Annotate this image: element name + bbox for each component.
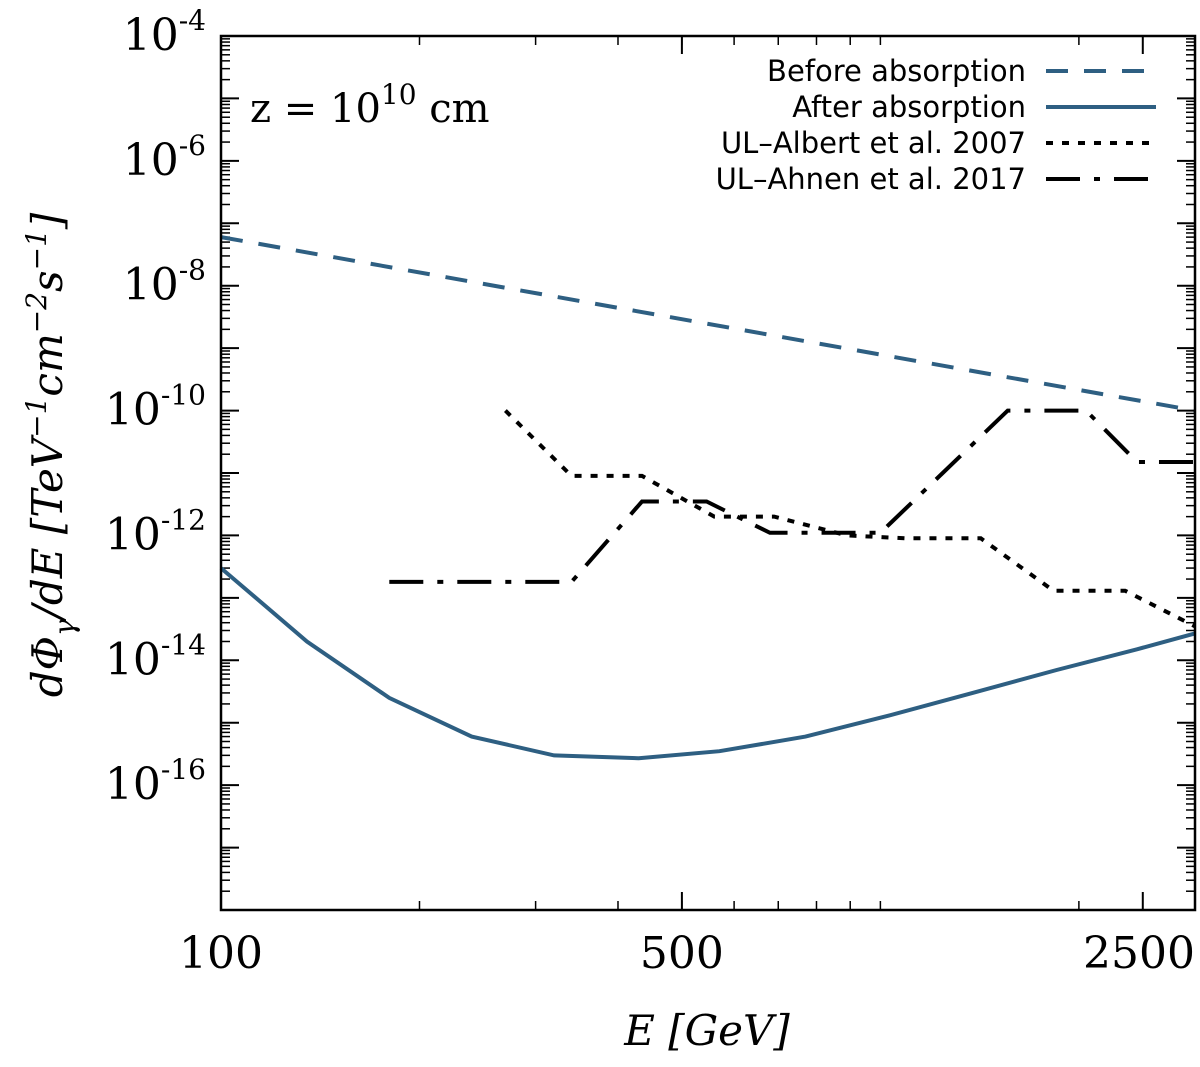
x-axis-title: E [GeV] [623, 1006, 790, 1055]
annotation-redshift: z = 1010 cm [250, 78, 490, 132]
x-tick-labels: 100 500 2500 [179, 928, 1195, 979]
series-line-1 [220, 235, 1196, 413]
legend-label: UL–Ahnen et al. 2017 [716, 162, 1026, 196]
x-tick-label: 2500 [1083, 928, 1195, 979]
y-tick-label: 10-10 [105, 379, 206, 436]
y-tick-label: 10-14 [105, 628, 206, 685]
x-tick-label: 100 [179, 928, 263, 979]
y-tick-label: 10-8 [123, 254, 206, 311]
legend-label: Before absorption [767, 54, 1026, 88]
y-tick-label: 10-4 [123, 4, 206, 61]
plot-frame [219, 34, 1197, 912]
y-tick-label: 10-12 [105, 503, 206, 560]
y-tick-label: 10-16 [105, 753, 206, 810]
y-tick-labels: 10-4 10-6 10-8 10-10 10-12 10-14 10-16 [105, 4, 206, 810]
x-tick-label: 500 [640, 928, 724, 979]
major-ticks [220, 35, 1195, 911]
y-tick-label: 10-6 [123, 129, 206, 186]
series-line-4 [389, 408, 1195, 584]
legend-label: After absorption [792, 90, 1026, 124]
legend-label: UL–Albert et al. 2007 [721, 126, 1026, 160]
y-axis-title: dΦγ/dE [TeV−1cm−2s−1] [20, 212, 81, 697]
series-line-2 [219, 566, 1196, 761]
series-layer [219, 235, 1196, 761]
minor-ticks [221, 36, 1195, 910]
series-line-3 [503, 409, 1196, 629]
